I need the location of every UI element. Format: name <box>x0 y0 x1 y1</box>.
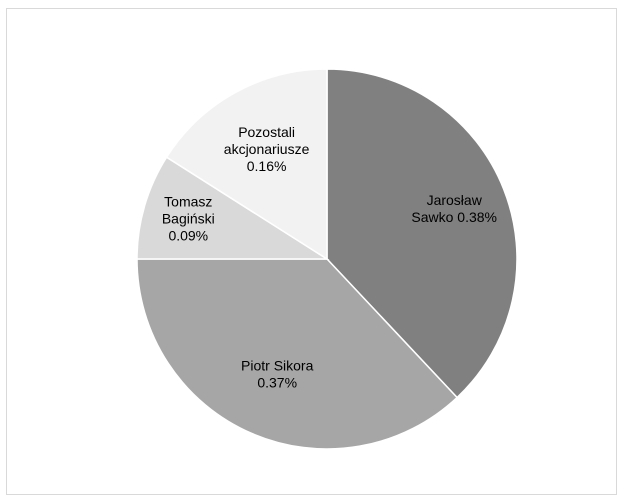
slice-label-line: Pozostali <box>238 124 295 140</box>
slice-label-line: Jarosław <box>427 192 483 208</box>
slice-label-line: 0.37% <box>257 375 297 391</box>
slice-label-2: Piotr Sikora 0.37% <box>241 358 314 391</box>
slice-label-line: Sawko 0.38% <box>411 209 497 225</box>
slice-label-line: Tomasz <box>164 194 212 210</box>
slice-label-line: akcjonariusze <box>224 141 310 157</box>
pie-slice-3 <box>136 156 330 260</box>
pie-slice-1 <box>326 68 518 399</box>
slice-label-line: 0.16% <box>247 158 287 174</box>
slice-label-line: Bagiński <box>162 211 215 227</box>
slice-labels: Jarosław Sawko 0.38% Piotr Sikora 0.37% Toma… <box>162 124 497 391</box>
slice-label-4: Pozostali akcjonariusze 0.16% <box>224 124 310 174</box>
slice-label-3: Tomasz Bagiński 0.09% <box>162 194 215 244</box>
pie-slice-2 <box>136 258 459 450</box>
slice-label-line: Piotr Sikora <box>241 358 314 374</box>
pie-slice-4 <box>165 68 328 261</box>
slice-label-1: Jarosław Sawko 0.38% <box>411 192 497 225</box>
pie-slices <box>136 68 518 450</box>
slice-label-line: 0.09% <box>168 228 208 244</box>
